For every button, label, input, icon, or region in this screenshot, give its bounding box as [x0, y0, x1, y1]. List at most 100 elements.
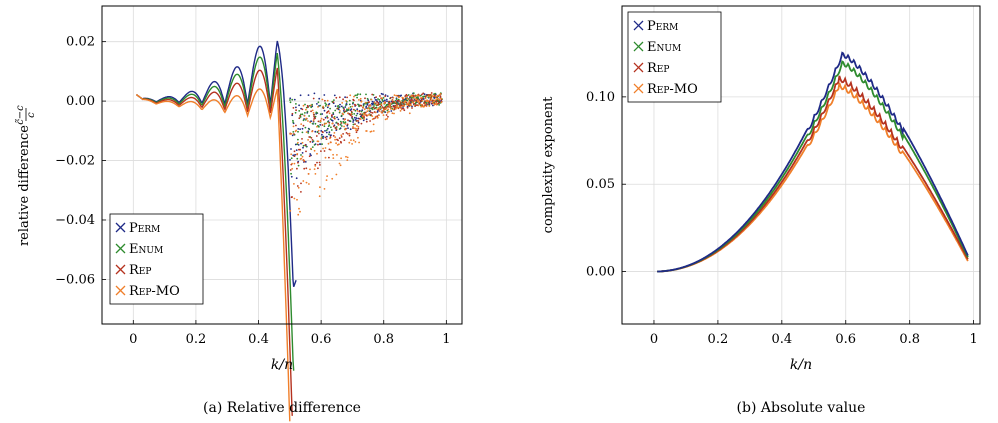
- data-point: [333, 99, 335, 101]
- data-point: [317, 167, 319, 170]
- data-point: [384, 118, 387, 121]
- data-point: [319, 113, 322, 116]
- data-point: [302, 146, 304, 149]
- data-point: [304, 126, 307, 129]
- data-point: [293, 155, 296, 158]
- data-point: [435, 102, 438, 105]
- data-point: [324, 105, 327, 107]
- legend-label: Rep: [129, 263, 151, 278]
- data-point: [412, 101, 414, 104]
- data-point: [314, 122, 317, 125]
- data-point: [389, 108, 392, 110]
- data-point: [354, 141, 357, 143]
- data-point: [381, 97, 383, 100]
- data-point: [435, 100, 438, 103]
- data-point: [346, 96, 348, 99]
- data-point: [417, 104, 420, 107]
- data-point: [362, 112, 365, 115]
- series-curve: [135, 88, 291, 422]
- data-point: [350, 112, 353, 115]
- data-point: [333, 94, 336, 97]
- data-point: [337, 122, 339, 125]
- data-point: [348, 141, 351, 144]
- legend-box: [109, 213, 204, 305]
- data-point: [319, 120, 322, 123]
- data-point: [290, 157, 293, 160]
- data-point: [302, 180, 305, 182]
- data-point: [343, 122, 345, 124]
- data-point: [388, 100, 390, 103]
- data-point: [323, 188, 326, 190]
- data-point: [291, 98, 294, 101]
- data-point: [380, 103, 383, 106]
- data-point: [289, 101, 292, 104]
- data-point: [404, 100, 407, 103]
- data-point: [316, 112, 318, 114]
- data-point: [371, 115, 374, 117]
- data-point: [342, 106, 345, 109]
- legend-label: Rep: [647, 61, 669, 76]
- data-point: [309, 140, 312, 143]
- data-point: [339, 103, 341, 106]
- data-point: [420, 103, 423, 106]
- data-point: [304, 161, 307, 163]
- data-point: [320, 150, 322, 153]
- data-point: [327, 142, 330, 145]
- data-point: [360, 100, 363, 103]
- data-point: [438, 98, 441, 101]
- data-point: [304, 144, 307, 147]
- data-point: [307, 173, 310, 175]
- data-point: [338, 137, 341, 140]
- data-point: [316, 152, 318, 155]
- data-point: [329, 118, 332, 120]
- data-point: [313, 168, 316, 171]
- data-point: [348, 99, 351, 102]
- data-point: [300, 191, 302, 193]
- data-point: [416, 94, 419, 96]
- data-point: [319, 186, 321, 189]
- data-point: [339, 120, 342, 123]
- data-point: [337, 139, 339, 142]
- data-point: [292, 125, 295, 128]
- data-point: [353, 116, 356, 119]
- data-point: [347, 133, 349, 135]
- data-point: [384, 99, 386, 102]
- data-point: [301, 113, 304, 116]
- y-tick-label: −0.02: [55, 154, 95, 169]
- data-point: [406, 97, 409, 100]
- legend-marker: [633, 41, 644, 52]
- data-point: [351, 118, 354, 120]
- data-point: [305, 108, 307, 111]
- data-point: [413, 104, 416, 107]
- data-point: [338, 128, 341, 130]
- data-point: [357, 125, 360, 128]
- data-point: [343, 108, 345, 111]
- data-point: [297, 213, 300, 216]
- caption: (a) Relative difference: [203, 400, 361, 416]
- data-point: [362, 119, 365, 122]
- data-point: [367, 107, 370, 110]
- data-point: [382, 93, 384, 96]
- data-point: [325, 179, 328, 182]
- data-point: [416, 96, 419, 98]
- tick-labels: 0 0.2 0.4 0.6 0.8 1 −0.06 −0.04 −0.02 0.00 0.02: [55, 35, 450, 347]
- data-point: [370, 98, 373, 101]
- data-point: [385, 98, 388, 101]
- data-point: [352, 139, 355, 142]
- axes-frame: [621, 5, 981, 325]
- x-tick-label: 0: [129, 332, 137, 347]
- data-point: [346, 156, 349, 159]
- legend-item: Perm: [633, 19, 678, 34]
- data-point: [354, 94, 357, 97]
- data-point: [400, 94, 402, 97]
- data-point: [337, 104, 340, 107]
- data-point: [349, 120, 352, 123]
- data-point: [298, 110, 301, 112]
- data-point: [368, 101, 370, 103]
- data-point: [356, 112, 359, 115]
- data-point: [334, 126, 337, 129]
- data-point: [356, 119, 358, 122]
- data-point: [366, 110, 369, 113]
- data-point: [408, 99, 411, 102]
- data-point: [368, 105, 370, 107]
